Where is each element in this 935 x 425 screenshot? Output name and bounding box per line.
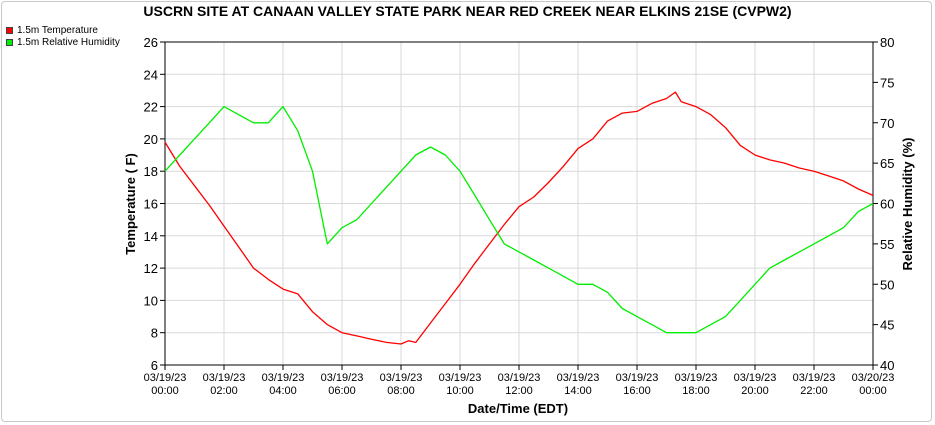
x-tick-label-date: 03/19/23 xyxy=(380,372,423,384)
y-tick-label: 8 xyxy=(151,326,158,341)
legend-item-temperature: 1.5m Temperature xyxy=(6,24,120,36)
chart-title: USCRN SITE AT CANAAN VALLEY STATE PARK N… xyxy=(143,3,792,19)
x-tick-label-date: 03/19/23 xyxy=(262,372,305,384)
legend-item-humidity: 1.5m Relative Humidity xyxy=(6,36,120,48)
y-tick-label: 24 xyxy=(144,67,158,82)
legend-swatch-humidity xyxy=(6,38,13,46)
y-tick-label: 10 xyxy=(144,293,158,308)
x-tick-label-time: 00:00 xyxy=(151,385,179,397)
x-tick-label-time: 20:00 xyxy=(741,385,769,397)
x-tick-label-time: 08:00 xyxy=(387,385,415,397)
x-tick-label-time: 14:00 xyxy=(564,385,592,397)
legend: 1.5m Temperature 1.5m Relative Humidity xyxy=(6,24,120,48)
grid xyxy=(164,41,874,366)
y2-tick-label: 45 xyxy=(880,318,894,333)
y-tick-label: 12 xyxy=(144,261,158,276)
y2-tick-label: 60 xyxy=(880,197,894,212)
y2-tick-label: 65 xyxy=(880,156,894,171)
x-tick-label-time: 04:00 xyxy=(269,385,297,397)
x-tick-label-date: 03/19/23 xyxy=(557,372,600,384)
x-tick-label-time: 16:00 xyxy=(623,385,651,397)
x-tick-label-time: 10:00 xyxy=(446,385,474,397)
legend-swatch-temperature xyxy=(6,26,13,34)
y2-tick-label: 70 xyxy=(880,116,894,131)
y2-axis-label: Relative Humidity (%) xyxy=(900,138,915,271)
y-tick-label: 18 xyxy=(144,164,158,179)
legend-label-temperature: 1.5m Temperature xyxy=(17,24,98,36)
x-tick-label-date: 03/19/23 xyxy=(144,372,187,384)
axes: 6 8 10 12 14 16 18 20 22 24 26 40 45 50 55 60 65 70 75 80 03… xyxy=(144,35,895,397)
x-tick-label-date: 03/19/23 xyxy=(498,372,541,384)
y-tick-label: 14 xyxy=(144,229,158,244)
series-group xyxy=(164,91,874,345)
x-tick-label-date: 03/19/23 xyxy=(439,372,482,384)
y-tick-label: 26 xyxy=(144,35,158,50)
x-tick-label-time: 18:00 xyxy=(682,385,710,397)
x-axis-label: Date/Time (EDT) xyxy=(468,401,568,416)
y2-tick-label: 75 xyxy=(880,75,894,90)
x-tick-label-time: 06:00 xyxy=(328,385,356,397)
y2-tick-label: 40 xyxy=(880,358,894,373)
series-line-temperature xyxy=(164,91,874,345)
legend-label-humidity: 1.5m Relative Humidity xyxy=(17,36,120,48)
x-tick-label-date: 03/19/23 xyxy=(793,372,836,384)
series-line-humidity xyxy=(164,105,874,334)
y-axis-label: Temperature ( F) xyxy=(123,153,138,255)
y-tick-label: 20 xyxy=(144,132,158,147)
x-tick-label-date: 03/19/23 xyxy=(203,372,246,384)
x-tick-label-date: 03/19/23 xyxy=(616,372,659,384)
y2-tick-label: 55 xyxy=(880,237,894,252)
x-tick-label-date: 03/19/23 xyxy=(321,372,364,384)
x-tick-label-time: 12:00 xyxy=(505,385,533,397)
y-tick-label: 16 xyxy=(144,197,158,212)
y-tick-label: 22 xyxy=(144,100,158,115)
x-tick-label-time: 00:00 xyxy=(859,385,887,397)
x-tick-label-date: 03/19/23 xyxy=(675,372,718,384)
y-tick-label: 6 xyxy=(151,358,158,373)
x-tick-label-date: 03/20/23 xyxy=(852,372,895,384)
y2-tick-label: 50 xyxy=(880,277,894,292)
x-tick-label-time: 02:00 xyxy=(210,385,238,397)
x-tick-label-time: 22:00 xyxy=(800,385,828,397)
y2-tick-label: 80 xyxy=(880,35,894,50)
x-tick-label-date: 03/19/23 xyxy=(734,372,777,384)
